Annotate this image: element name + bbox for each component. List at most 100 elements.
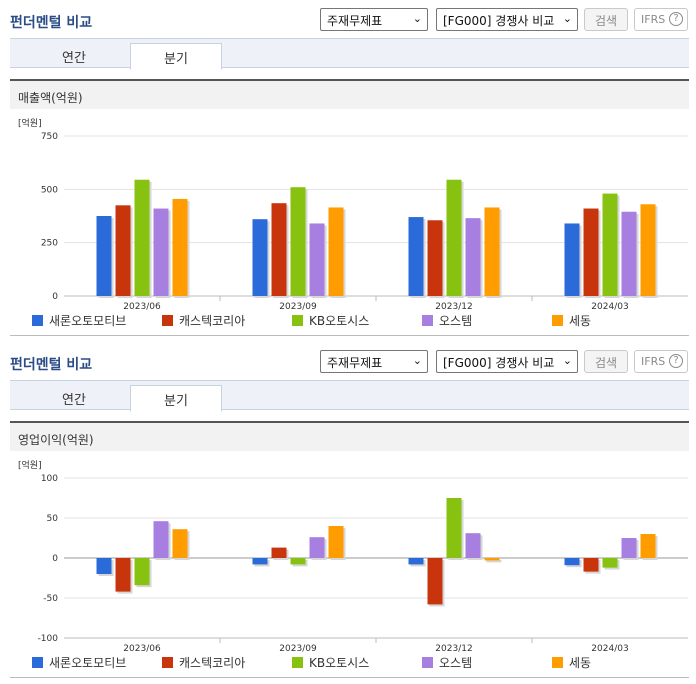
legend-label: 세동 [569,656,592,670]
legend-item[interactable]: 캐스텍코리아 [162,312,245,329]
y-tick-label: 50 [47,514,59,524]
legend-label: KB오토시스 [309,656,370,670]
period-tabs: 연간 분기 [10,380,689,412]
tab-quarterly[interactable]: 분기 [130,43,222,70]
y-tick-label: 0 [52,292,58,302]
bar [328,207,344,296]
divider [10,335,689,336]
legend-label: 캐스텍코리아 [179,656,246,670]
ifrs-help-button[interactable]: IFRS? [634,350,688,373]
legend-label: 새론오토모티브 [49,656,127,670]
statement-select-value: 주재무제표 [327,356,383,370]
bar [115,205,131,296]
bar [621,211,637,296]
search-button[interactable]: 검색 [584,8,628,31]
legend-swatch [292,315,303,326]
bar [484,207,500,296]
search-button[interactable]: 검색 [584,350,628,373]
y-unit-label: [억원] [18,117,42,129]
bar [602,558,618,568]
tab-quarterly[interactable]: 분기 [130,385,222,412]
legend-item[interactable]: 오스템 [422,312,472,329]
bar [484,558,500,561]
bar [134,179,150,296]
bar [115,558,131,592]
metric-title: 영업이익(억원) [10,421,689,451]
bar [621,538,637,558]
legend-swatch [162,315,173,326]
ifrs-help-button[interactable]: IFRS? [634,8,688,31]
bar [465,533,481,558]
peer-select[interactable]: [FG000] 경쟁사 비교 ⌄ [436,350,578,373]
bar [564,558,580,566]
chevron-down-icon: ⌄ [412,354,422,367]
bar [172,198,188,296]
bar [640,204,656,296]
ifrs-label: IFRS [641,13,666,26]
x-tick-label: 2024/03 [591,302,628,310]
bar [446,179,462,296]
bar [427,558,443,605]
bar [564,223,580,296]
x-tick-label: 2023/12 [435,644,472,652]
legend-item[interactable]: 새론오토모티브 [32,312,126,329]
chart-legend: 새론오토모티브 캐스텍코리아 KB오토시스 오스템 세동 [32,312,672,330]
legend-swatch [162,657,173,668]
tab-annual[interactable]: 연간 [62,51,86,66]
bar-shadow [486,560,502,563]
bar [583,558,599,572]
legend-label: 새론오토모티브 [49,314,127,328]
y-tick-label: 500 [41,185,58,195]
bar [172,529,188,558]
statement-select[interactable]: 주재무제표 ⌄ [320,350,428,373]
bar [96,216,112,296]
operating-profit-chart: [억원] -100 -50 0 50 100 2023/06 2023/09 2023/12 20… [18,459,688,652]
peer-select-value: [FG000] 경쟁사 비교 [443,14,555,28]
legend-item[interactable]: 세동 [552,312,591,329]
legend-swatch [32,315,43,326]
legend-item[interactable]: 오스템 [422,654,472,671]
bar [309,223,325,296]
legend-label: 세동 [569,314,592,328]
statement-select[interactable]: 주재무제표 ⌄ [320,8,428,31]
x-tick-label: 2023/09 [279,644,317,652]
bar [271,547,287,558]
help-icon: ? [669,12,683,26]
peer-select[interactable]: [FG000] 경쟁사 비교 ⌄ [436,8,578,31]
chevron-down-icon: ⌄ [412,12,422,25]
y-unit-label: [억원] [18,459,42,471]
chevron-down-icon: ⌄ [562,354,572,367]
x-tick-label: 2023/06 [123,302,161,310]
x-tick-label: 2024/03 [591,644,628,652]
bar [408,217,424,296]
legend-label: 오스템 [439,656,473,670]
legend-item[interactable]: KB오토시스 [292,654,369,671]
bar [271,203,287,296]
bar [309,537,325,558]
legend-item[interactable]: 세동 [552,654,591,671]
legend-item[interactable]: KB오토시스 [292,312,369,329]
y-tick-label: 250 [41,239,58,249]
statement-select-value: 주재무제표 [327,14,383,28]
bar [328,526,344,558]
legend-swatch [292,657,303,668]
tab-annual[interactable]: 연간 [62,393,86,408]
help-icon: ? [669,354,683,368]
section-title: 펀더멘털 비교 [10,357,93,373]
legend-item[interactable]: 새론오토모티브 [32,654,126,671]
y-tick-label: 100 [41,474,58,484]
legend-swatch [552,315,563,326]
divider [10,677,689,678]
y-tick-label: 750 [41,132,58,142]
bar [134,558,150,586]
section-title: 펀더멘털 비교 [10,15,93,31]
y-tick-label: 0 [52,554,58,564]
bar [252,558,268,565]
fundamental-panel-operating-profit: 펀더멘털 비교 주재무제표 ⌄ [FG000] 경쟁사 비교 ⌄ 검색 IFRS? … [0,342,696,684]
legend-label: 오스템 [439,314,473,328]
legend-item[interactable]: 캐스텍코리아 [162,654,245,671]
bar [153,208,169,296]
chevron-down-icon: ⌄ [562,12,572,25]
bar [153,521,169,558]
legend-label: 캐스텍코리아 [179,314,246,328]
